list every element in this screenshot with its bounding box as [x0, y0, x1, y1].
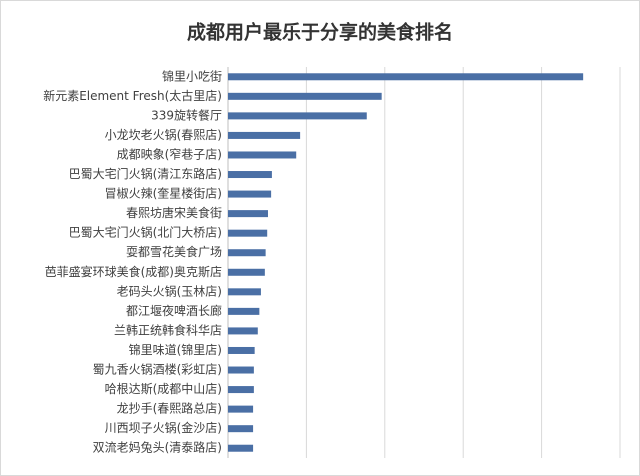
- y-tick-label: 双流老妈兔头(清泰路店): [93, 440, 222, 455]
- y-tick-label: 蜀九香火锅酒楼(彩虹店): [93, 362, 222, 377]
- bar: [228, 151, 297, 159]
- y-tick-label: 新元素Element Fresh(太古里店): [43, 88, 222, 103]
- y-tick-label: 巴蜀大宅门火锅(北门大桥店): [69, 225, 222, 240]
- bar: [228, 131, 301, 139]
- bar: [228, 268, 265, 276]
- y-tick-label: 成都映象(窄巷子店): [117, 146, 222, 161]
- y-tick-label: 339旋转餐厅: [151, 107, 222, 122]
- y-tick-label: 哈根达斯(成都中山店): [105, 381, 222, 396]
- y-tick-label: 锦里味道(锦里店): [129, 343, 222, 357]
- y-tick-label: 芭菲盛宴环球美食(成都)奥克斯店: [45, 264, 222, 279]
- y-tick-label: 都江堰夜啤酒长廊: [126, 303, 222, 318]
- y-tick-label: 冒椒火辣(奎星楼街店): [105, 186, 222, 201]
- y-tick-label: 耍都雪花美食广场: [126, 244, 222, 259]
- y-tick-label: 春熙坊唐宋美食街: [126, 205, 222, 220]
- bar: [228, 425, 254, 433]
- bar: [228, 444, 254, 452]
- bar: [228, 405, 254, 413]
- y-tick-label: 兰韩正统韩食科华店: [114, 322, 222, 337]
- bar: [228, 92, 382, 100]
- y-tick-label: 老码头火锅(玉林店): [117, 283, 222, 298]
- bar: [228, 288, 261, 296]
- bar: [228, 73, 584, 81]
- bar: [228, 307, 260, 315]
- bar: [228, 210, 268, 218]
- y-tick-label: 巴蜀大宅门火锅(清江东路店): [69, 166, 222, 181]
- bar: [228, 112, 367, 120]
- bar: [228, 249, 266, 257]
- bar: [228, 346, 255, 354]
- bar: [228, 190, 272, 198]
- y-tick-label: 龙抄手(春熙路总店): [117, 401, 222, 416]
- bar: [228, 171, 272, 179]
- y-tick-label: 小龙坎老火锅(春熙店): [105, 127, 222, 142]
- bar: [228, 229, 268, 237]
- bar: [228, 386, 254, 394]
- bar: [228, 327, 258, 335]
- y-tick-label: 川西坝子火锅(金沙店): [105, 420, 222, 435]
- bar: [228, 366, 254, 374]
- y-tick-label: 锦里小吃街: [162, 69, 222, 83]
- chart-title: 成都用户最乐于分享的美食排名: [187, 21, 453, 44]
